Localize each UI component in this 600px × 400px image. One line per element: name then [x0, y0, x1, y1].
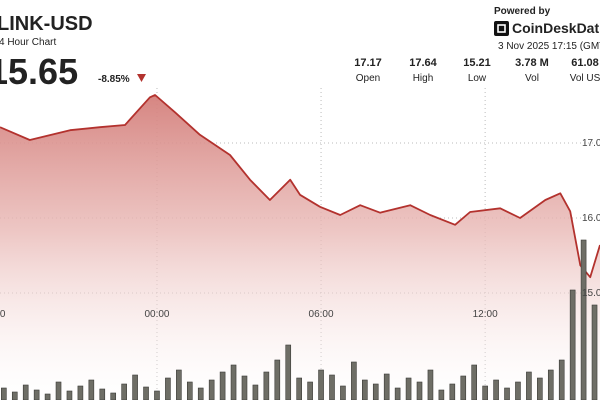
volume-bar: [263, 371, 270, 400]
volume-bar: [427, 369, 434, 400]
volume-bar: [449, 383, 456, 400]
stat-label: High: [413, 73, 434, 84]
volume-bar: [230, 364, 237, 400]
volume-bar: [515, 381, 521, 400]
volume-bar: [526, 371, 532, 400]
brand-name: CoinDeskDat: [512, 20, 599, 36]
price-area-fill: [0, 95, 600, 400]
stats: 17.17 Open 17.64 High 15.21 Low 3.78 M Vol 61.08…: [354, 57, 600, 84]
stat-value: 17.64: [409, 57, 437, 69]
stat-value: 15.21: [463, 57, 491, 69]
x-tick-label: 06:00: [309, 309, 334, 320]
volume-bar: [296, 377, 302, 400]
stat-label: Vol US: [570, 73, 600, 84]
timestamp: 3 Nov 2025 17:15 (GMT: [498, 41, 600, 52]
volume-bar: [1, 387, 7, 400]
price-line: [0, 94, 600, 279]
chart-subtitle: 4 Hour Chart: [0, 37, 56, 48]
volume-bar: [219, 371, 226, 400]
volume-bar: [405, 377, 412, 400]
volume-bar: [558, 359, 565, 400]
volume-bar: [197, 387, 204, 400]
x-tick-label: 18:00: [0, 309, 6, 320]
price-area: [0, 94, 600, 400]
stat-label: Low: [468, 73, 487, 84]
volume-bar: [307, 381, 313, 400]
volume-bar: [274, 359, 281, 400]
volume-bar: [537, 377, 543, 400]
volume-bar: [99, 388, 106, 400]
y-tick-label: 15.0: [582, 288, 600, 299]
stat-label: Vol: [525, 73, 539, 84]
volume-bar: [351, 361, 357, 400]
volume-bar: [11, 391, 18, 400]
axis-labels: 15.0 16.0 17.0 18:00 00:00 06:00 12:00: [0, 138, 600, 320]
volume-bar: [44, 393, 51, 400]
volume-bar: [591, 304, 598, 400]
volume-bar: [208, 379, 215, 400]
volume-bar: [394, 387, 401, 400]
volume-bar: [504, 387, 510, 400]
y-tick-label: 16.0: [582, 213, 600, 224]
volume-bar: [471, 364, 478, 400]
volume-bar: [165, 377, 171, 400]
current-price: 15.65: [0, 51, 78, 92]
price-change: -8.85%: [98, 74, 130, 85]
brand-logo-mark: [497, 24, 506, 33]
volume-bar: [340, 385, 346, 400]
chart-title: LINK-USD: [0, 13, 93, 35]
volume-bar: [383, 373, 390, 400]
stat-value: 61.08: [571, 57, 599, 69]
stat-label: Open: [356, 73, 380, 84]
volume-bar: [252, 384, 259, 400]
volume-bar: [318, 369, 324, 400]
volume-bar: [416, 381, 423, 400]
volume-bar: [547, 369, 554, 400]
volume-bar: [285, 344, 292, 400]
powered-by: Powered by: [494, 6, 551, 17]
volume-bar: [580, 239, 587, 400]
x-tick-label: 12:00: [473, 309, 498, 320]
volume-bar: [329, 374, 335, 400]
volume-bar: [482, 385, 488, 400]
brand-logo: [494, 21, 509, 36]
volume-bar: [372, 383, 379, 400]
volume-bars: [1, 239, 598, 400]
volume-bar: [66, 390, 73, 400]
volume-bar: [176, 369, 182, 400]
volume-bar: [88, 379, 95, 400]
volume-bar: [22, 384, 29, 400]
stat-value: 3.78 M: [515, 57, 549, 69]
volume-bar: [55, 381, 62, 400]
volume-bar: [143, 386, 149, 400]
volume-bar: [362, 379, 368, 400]
volume-bar: [438, 389, 445, 400]
volume-bar: [110, 392, 117, 400]
stat-value: 17.17: [354, 57, 382, 69]
volume-bar: [154, 390, 160, 400]
volume-bar: [493, 379, 499, 400]
volume-bar: [77, 385, 84, 400]
volume-bar: [241, 375, 248, 400]
volume-bar: [121, 383, 127, 400]
y-tick-label: 17.0: [582, 138, 600, 149]
volume-bar: [186, 381, 193, 400]
down-arrow: [137, 74, 146, 82]
x-tick-label: 00:00: [144, 309, 169, 320]
volume-bar: [33, 389, 40, 400]
volume-bar: [132, 374, 138, 400]
volume-bar: [569, 289, 576, 400]
volume-bar: [460, 375, 467, 400]
